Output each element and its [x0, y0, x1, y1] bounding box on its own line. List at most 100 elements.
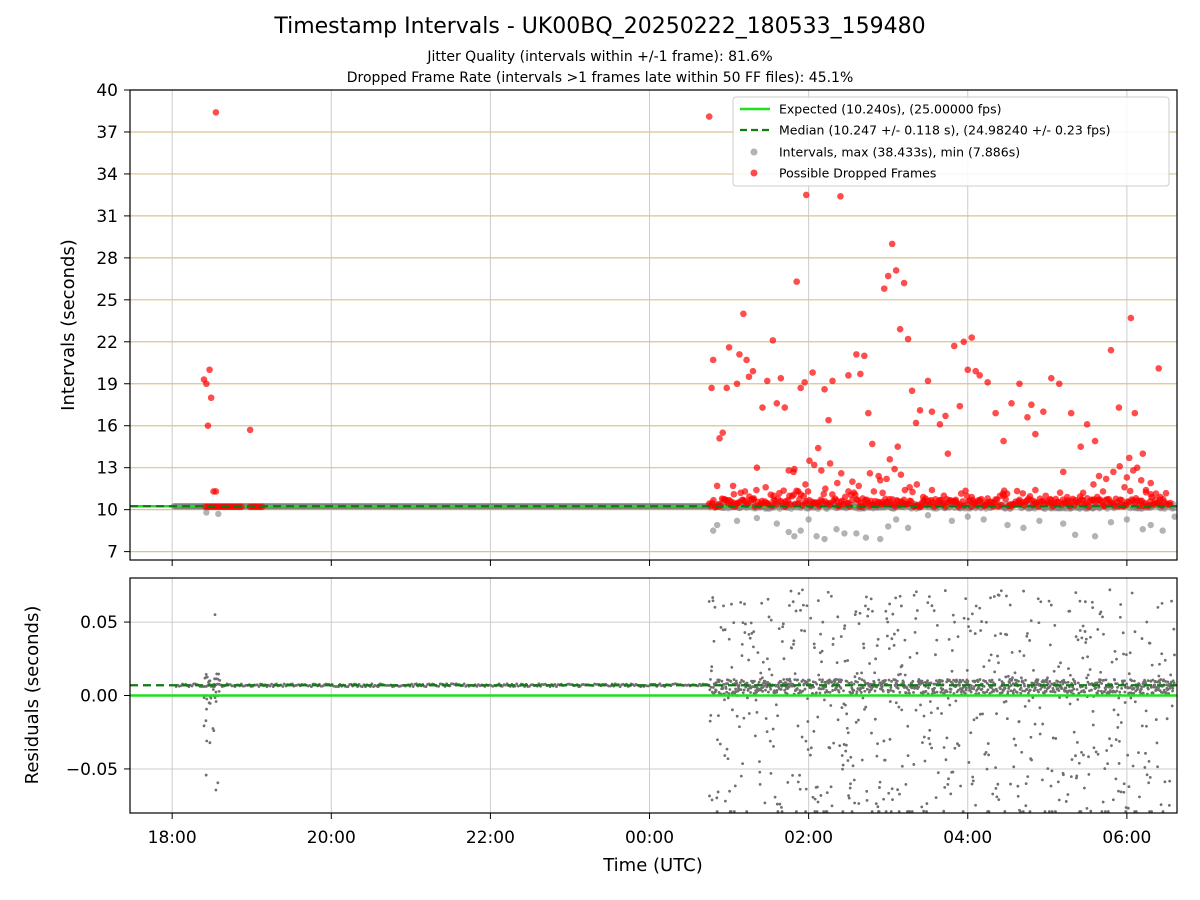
residual-point	[1161, 810, 1165, 813]
residual-point	[1047, 599, 1051, 603]
residual-point	[1080, 750, 1083, 754]
residual-point	[843, 627, 846, 630]
residual-point	[1082, 786, 1086, 790]
residual-point	[1052, 669, 1056, 673]
residual-point	[977, 686, 981, 690]
residual-point	[990, 690, 994, 694]
dropped-frame-point	[770, 492, 777, 499]
dropped-frame-point	[1115, 404, 1123, 411]
residual-point	[758, 782, 762, 786]
residual-point	[737, 684, 741, 687]
residual-point	[933, 691, 937, 695]
residual-point	[1145, 724, 1148, 728]
residual-point	[710, 665, 714, 669]
residual-point	[1172, 681, 1176, 685]
residual-point	[982, 684, 986, 688]
dropped-frame-point	[928, 408, 936, 416]
residual-point	[1050, 769, 1054, 773]
dropped-frame-point	[884, 272, 892, 280]
residual-point	[216, 781, 220, 785]
residual-point	[875, 644, 879, 648]
residual-point	[896, 628, 900, 632]
residual-point	[935, 624, 939, 627]
residual-point	[908, 655, 912, 659]
residual-point	[949, 690, 952, 694]
residual-point	[1096, 689, 1100, 693]
residual-point	[1126, 753, 1130, 757]
dropped-frame-point	[1091, 437, 1099, 445]
residual-point	[868, 685, 872, 688]
residual-point	[711, 596, 715, 599]
residual-point	[956, 635, 960, 639]
residual-point	[877, 678, 881, 682]
residual-point	[1043, 685, 1047, 689]
residual-point	[1125, 682, 1129, 686]
residual-point	[759, 677, 762, 681]
residual-point	[811, 691, 815, 695]
residual-point	[724, 799, 727, 803]
residual-point	[875, 754, 879, 758]
residual-point	[896, 686, 900, 690]
residual-point	[765, 730, 769, 734]
interval-point	[1139, 526, 1146, 533]
residual-point	[218, 679, 222, 682]
residual-point	[726, 696, 730, 700]
dropped-frame-point	[716, 435, 723, 442]
residual-point	[878, 780, 882, 784]
y-tick-label: 16	[96, 417, 118, 437]
residual-point	[749, 691, 752, 694]
residual-point	[1158, 662, 1161, 666]
residual-point	[1048, 684, 1052, 688]
residual-point	[257, 685, 261, 688]
residual-point	[214, 700, 218, 703]
residual-point	[903, 638, 907, 642]
residual-point	[722, 682, 726, 686]
residual-point	[756, 651, 760, 655]
residual-point	[1157, 686, 1160, 690]
residual-point	[947, 777, 950, 781]
legend-entry: Possible Dropped Frames	[779, 166, 936, 181]
residual-point	[912, 763, 916, 766]
residual-point	[876, 742, 879, 746]
residual-point	[462, 682, 466, 686]
residual-point	[1076, 638, 1080, 642]
residual-point	[411, 685, 415, 688]
residual-point	[1021, 810, 1025, 813]
y-tick-label: 19	[96, 375, 118, 395]
residual-point	[874, 657, 878, 661]
dropped-frame-point	[866, 469, 874, 477]
residual-point	[752, 679, 756, 683]
residual-point	[888, 602, 892, 606]
dropped-frame-point	[1167, 499, 1174, 507]
residual-point	[1084, 641, 1088, 644]
residual-point	[1125, 653, 1128, 657]
residual-point	[190, 684, 194, 688]
residual-point	[868, 662, 871, 665]
residual-point	[843, 703, 847, 707]
residual-point	[846, 759, 850, 762]
residual-point	[970, 684, 973, 688]
residual-point	[857, 677, 861, 680]
dropped-frame-point	[781, 404, 789, 411]
residual-point	[780, 810, 784, 813]
interval-point	[1159, 527, 1166, 534]
residual-point	[897, 810, 901, 813]
residual-point	[991, 792, 995, 796]
residual-point	[1050, 810, 1054, 813]
residual-point	[1075, 741, 1079, 744]
dropped-frame-point	[1090, 481, 1097, 488]
residual-point	[790, 646, 794, 650]
residual-point	[853, 675, 857, 679]
dropped-frame-point	[1067, 409, 1075, 417]
residual-point	[717, 714, 720, 718]
residual-point	[1016, 794, 1020, 798]
residual-point	[773, 795, 777, 799]
residual-point	[841, 763, 845, 767]
residual-point	[208, 741, 212, 745]
residual-point	[962, 616, 966, 620]
residual-point	[848, 786, 852, 790]
residual-point	[1057, 689, 1061, 692]
residual-point	[796, 724, 800, 728]
residuals-plot-frame	[129, 577, 1178, 814]
residual-point	[755, 710, 759, 714]
